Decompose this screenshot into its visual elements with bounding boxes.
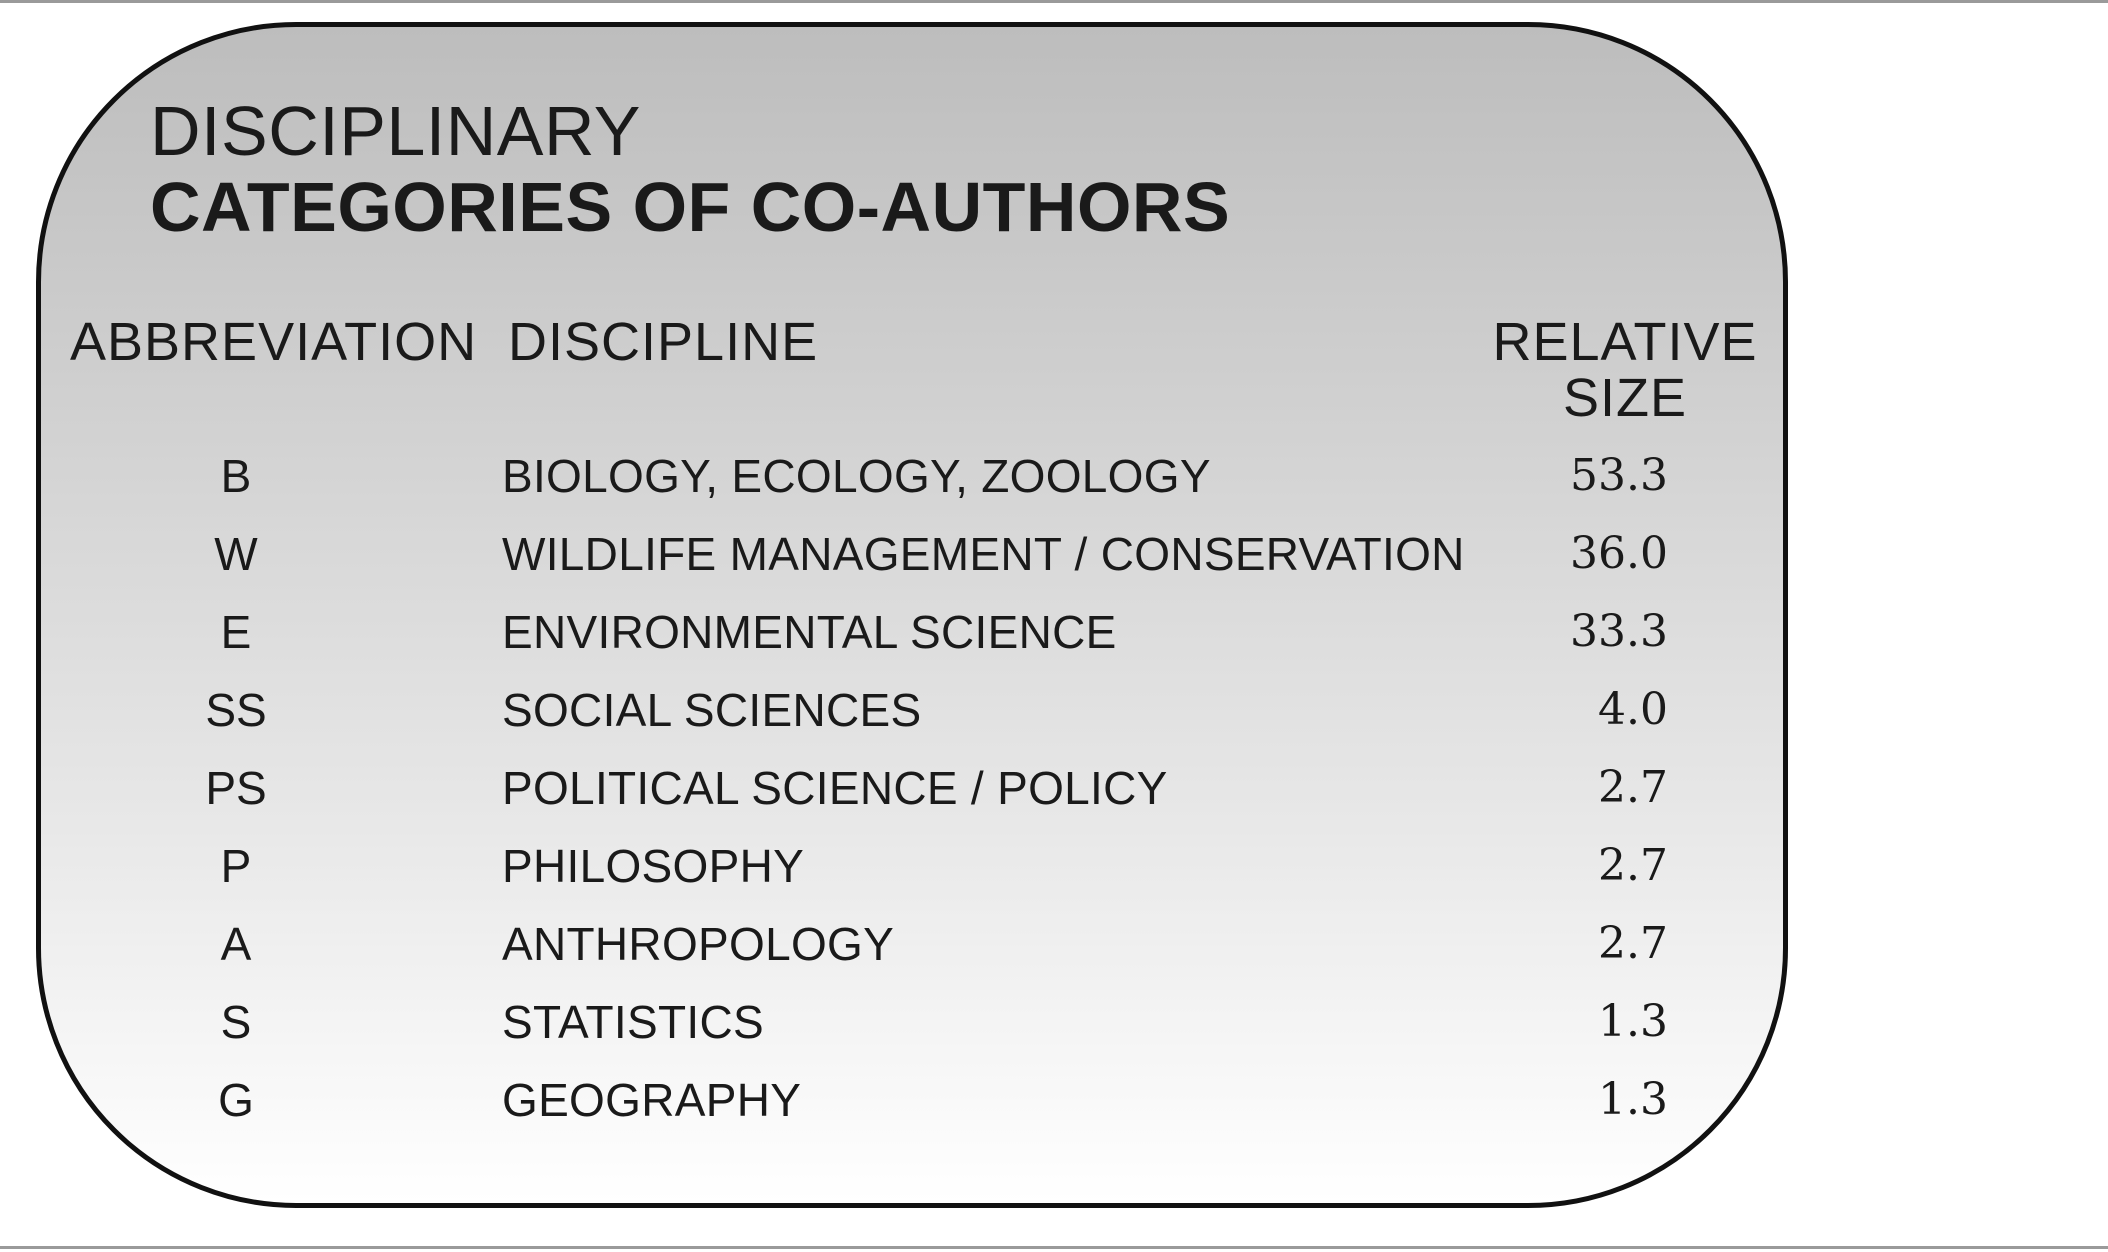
abbreviation-cell: E xyxy=(220,606,252,658)
relative-size-cell: 1.3 xyxy=(1598,996,1668,1047)
title-line-2: CATEGORIES OF CO-AUTHORS xyxy=(150,168,1231,246)
abbreviation-cell: B xyxy=(220,450,252,502)
table-row: P PHILOSOPHY 2.7 xyxy=(0,836,1800,896)
abbreviation-cell: A xyxy=(220,918,252,970)
relative-size-cell: 36.0 xyxy=(1570,528,1668,579)
abbreviation-cell: G xyxy=(218,1074,254,1126)
discipline-cell: ANTHROPOLOGY xyxy=(502,918,895,970)
abbreviation-cell: P xyxy=(220,840,252,892)
relative-size-cell: 2.7 xyxy=(1598,762,1668,813)
discipline-cell: WILDLIFE MANAGEMENT / CONSERVATION xyxy=(502,528,1465,580)
discipline-cell: POLITICAL SCIENCE / POLICY xyxy=(502,762,1168,814)
top-border-line xyxy=(0,0,2108,3)
relative-size-cell: 2.7 xyxy=(1598,918,1668,969)
header-discipline: DISCIPLINE xyxy=(508,312,819,372)
table-row: W WILDLIFE MANAGEMENT / CONSERVATION 36.… xyxy=(0,524,1800,584)
discipline-cell: STATISTICS xyxy=(502,996,764,1048)
bottom-border-line xyxy=(0,1246,2108,1249)
abbreviation-cell: W xyxy=(214,528,258,580)
relative-size-cell: 33.3 xyxy=(1570,606,1668,657)
relative-size-cell: 1.3 xyxy=(1598,1074,1668,1125)
table-row: E ENVIRONMENTAL SCIENCE 33.3 xyxy=(0,602,1800,662)
relative-size-cell: 4.0 xyxy=(1598,684,1668,735)
title-line-1: DISCIPLINARY xyxy=(150,92,641,170)
page-title: DISCIPLINARY CATEGORIES OF CO-AUTHORS xyxy=(150,96,1230,242)
relative-size-cell: 53.3 xyxy=(1570,450,1668,501)
discipline-cell: SOCIAL SCIENCES xyxy=(502,684,922,736)
table-row: A ANTHROPOLOGY 2.7 xyxy=(0,914,1800,974)
relative-size-cell: 2.7 xyxy=(1598,840,1668,891)
header-relative-size-line-1: RELATIVE xyxy=(1492,312,1758,372)
header-abbreviation: ABBREVIATION xyxy=(70,312,478,372)
discipline-cell: GEOGRAPHY xyxy=(502,1074,802,1126)
table-row: PS POLITICAL SCIENCE / POLICY 2.7 xyxy=(0,758,1800,818)
abbreviation-cell: SS xyxy=(205,684,267,736)
categories-card xyxy=(36,22,1788,1208)
header-relative-size: RELATIVE SIZE xyxy=(1490,314,1760,426)
abbreviation-cell: S xyxy=(220,996,252,1048)
discipline-cell: PHILOSOPHY xyxy=(502,840,805,892)
discipline-cell: ENVIRONMENTAL SCIENCE xyxy=(502,606,1117,658)
header-relative-size-line-2: SIZE xyxy=(1562,368,1688,428)
table-row: G GEOGRAPHY 1.3 xyxy=(0,1070,1800,1130)
discipline-cell: BIOLOGY, ECOLOGY, ZOOLOGY xyxy=(502,450,1211,502)
table-row: S STATISTICS 1.3 xyxy=(0,992,1800,1052)
table-row: B BIOLOGY, ECOLOGY, ZOOLOGY 53.3 xyxy=(0,446,1800,506)
table-row: SS SOCIAL SCIENCES 4.0 xyxy=(0,680,1800,740)
abbreviation-cell: PS xyxy=(205,762,267,814)
